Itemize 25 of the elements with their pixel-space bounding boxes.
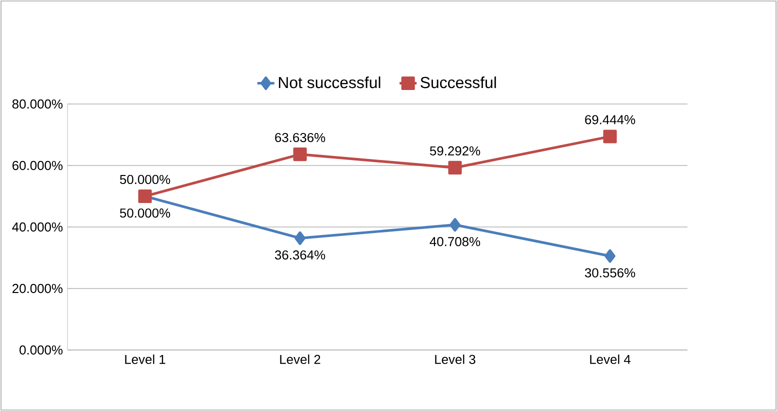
data-label: 40.708% (430, 237, 480, 246)
data-label: 50.000% (120, 208, 170, 218)
y-tick-label: 20.000% (12, 284, 63, 294)
data-label: 59.292% (430, 146, 480, 156)
y-tick-label: 0.000% (20, 345, 63, 355)
data-label: 30.556% (584, 268, 636, 278)
x-tick-label: Level 1 (125, 354, 166, 364)
data-label: 69.444% (585, 115, 636, 124)
point (294, 231, 306, 245)
x-tick-label: Level 2 (280, 354, 320, 364)
x-tick-label: Level 3 (435, 354, 476, 364)
point (603, 130, 617, 144)
legend-label: Not successful (278, 76, 380, 88)
legend-label: Successful (420, 76, 496, 88)
point (293, 148, 307, 162)
data-label: 63.636% (275, 132, 326, 142)
point (448, 160, 462, 174)
data-label: 36.364% (274, 250, 326, 260)
point (604, 249, 616, 263)
y-tick-label: 80.000% (12, 99, 63, 109)
y-tick-label: 40.000% (12, 222, 63, 232)
point (450, 218, 460, 232)
y-tick-label: 60.000% (12, 160, 63, 170)
x-tick-label: Level 4 (590, 354, 630, 364)
data-label: 50.000% (120, 174, 170, 184)
